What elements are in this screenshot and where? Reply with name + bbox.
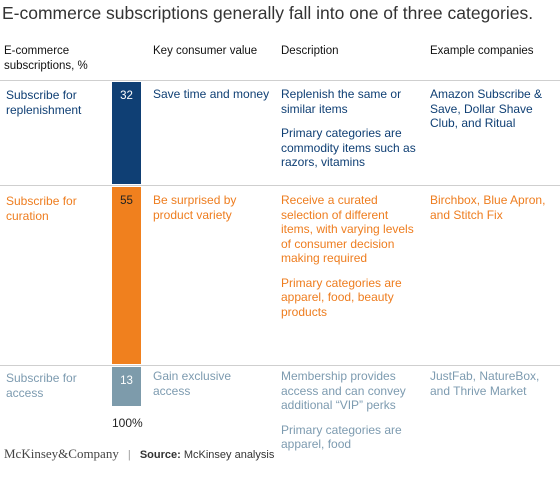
bar-segment-curation <box>112 187 141 364</box>
bar-segment-replenishment <box>112 82 141 184</box>
bar-label-curation: 55 <box>120 195 133 207</box>
header-examples: Example companies <box>430 45 534 57</box>
description-curation: Receive a curated selection of different… <box>281 193 421 319</box>
description-access: Membership provides access and can conve… <box>281 369 421 452</box>
description-curation-p2: Primary categories are apparel, food, be… <box>281 275 402 319</box>
footer: McKinsey&Company | Source: McKinsey anal… <box>4 446 274 462</box>
description-access-p1: Membership provides access and can conve… <box>281 369 406 412</box>
key-value-replenishment: Save time and money <box>153 87 270 101</box>
header-subscriptions-line2: subscriptions, % <box>4 60 88 72</box>
total-label: 100% <box>112 416 143 430</box>
key-value-access: Gain exclusive access <box>153 369 232 398</box>
header-subscriptions-line1: E-commerce <box>4 45 70 57</box>
footer-separator: | <box>127 449 131 461</box>
source-text: McKinsey analysis <box>183 449 275 461</box>
source-label: Source: <box>139 449 181 461</box>
divider-top <box>0 80 560 81</box>
row-label-access: Subscribe for access <box>6 371 77 400</box>
description-access-p2: Primary categories are apparel, food <box>281 422 402 452</box>
divider-1 <box>0 185 560 186</box>
examples-access: JustFab, NatureBox, and Thrive Market <box>430 369 540 398</box>
bar-label-replenishment: 32 <box>120 90 133 102</box>
key-value-curation: Be surprised by product variety <box>153 193 237 222</box>
row-label-replenishment: Subscribe for replenishment <box>6 88 82 117</box>
description-curation-p1: Receive a curated selection of different… <box>281 193 414 265</box>
divider-2 <box>0 365 560 366</box>
chart-title: E-commerce subscriptions generally fall … <box>2 3 534 23</box>
header-subscriptions: E-commerce subscriptions, % <box>4 44 104 74</box>
description-replenishment-p2: Primary categories are commodity items s… <box>281 126 416 169</box>
mckinsey-logo: McKinsey&Company <box>4 446 119 461</box>
examples-curation: Birchbox, Blue Apron, and Stitch Fix <box>430 193 546 222</box>
header-description: Description <box>281 45 339 57</box>
bar-segment-access <box>112 367 141 406</box>
row-label-curation: Subscribe for curation <box>6 194 77 223</box>
bar-label-access: 13 <box>120 375 133 387</box>
description-replenishment-p1: Replenish the same or similar items <box>281 87 402 116</box>
header-key-value: Key consumer value <box>153 45 258 57</box>
description-replenishment: Replenish the same or similar items Prim… <box>281 87 421 170</box>
examples-replenishment: Amazon Subscribe & Save, Dollar Shave Cl… <box>430 87 543 130</box>
